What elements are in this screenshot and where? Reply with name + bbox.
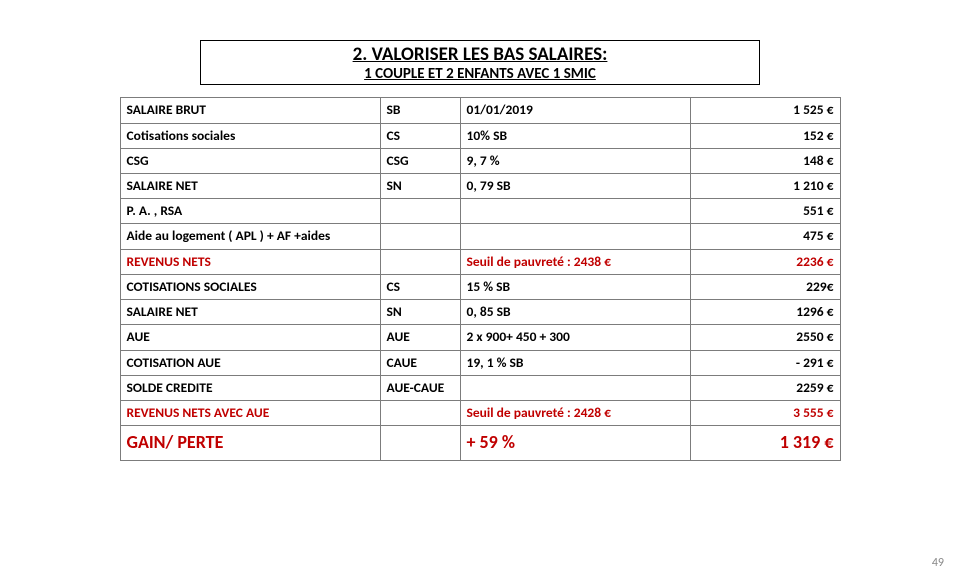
row-detail: 10% SB: [460, 123, 690, 148]
table-row: Aide au logement ( APL ) + AF +aides 475 …: [120, 224, 840, 249]
row-detail: 0, 79 SB: [460, 174, 690, 199]
header-box: 2. VALORISER LES BAS SALAIRES: 1 COUPLE …: [200, 40, 760, 85]
row-label: AUE: [120, 325, 380, 350]
page-subtitle: 1 COUPLE ET 2 ENFANTS AVEC 1 SMIC: [211, 66, 749, 83]
row-amount: 3 555 €: [690, 401, 840, 426]
row-amount: 2236 €: [690, 249, 840, 274]
row-label: GAIN/ PERTE: [120, 426, 380, 460]
row-detail: [460, 375, 690, 400]
row-amount: 148 €: [690, 148, 840, 173]
row-detail: 9, 7 %: [460, 148, 690, 173]
row-code: [380, 401, 460, 426]
row-label: P. A. , RSA: [120, 199, 380, 224]
row-detail: 15 % SB: [460, 274, 690, 299]
row-amount: 1 210 €: [690, 174, 840, 199]
row-amount: 551 €: [690, 199, 840, 224]
row-amount: 475 €: [690, 224, 840, 249]
row-detail: 01/01/2019: [460, 98, 690, 123]
row-detail: [460, 199, 690, 224]
table-row: AUEAUE2 x 900+ 450 + 3002550 €: [120, 325, 840, 350]
row-label: Cotisations sociales: [120, 123, 380, 148]
table-row: SALAIRE BRUTSB01/01/20191 525 €: [120, 98, 840, 123]
row-code: AUE-CAUE: [380, 375, 460, 400]
row-label: REVENUS NETS AVEC AUE: [120, 401, 380, 426]
row-amount: 1 525 €: [690, 98, 840, 123]
row-code: AUE: [380, 325, 460, 350]
table-row: SALAIRE NETSN0, 85 SB1296 €: [120, 300, 840, 325]
table-row: COTISATION AUECAUE19, 1 % SB- 291 €: [120, 350, 840, 375]
row-detail: 2 x 900+ 450 + 300: [460, 325, 690, 350]
row-code: CS: [380, 274, 460, 299]
table-row: Cotisations socialesCS10% SB152 €: [120, 123, 840, 148]
table-row: P. A. , RSA 551 €: [120, 199, 840, 224]
row-code: CAUE: [380, 350, 460, 375]
row-label: COTISATIONS SOCIALES: [120, 274, 380, 299]
row-code: [380, 224, 460, 249]
row-code: SN: [380, 300, 460, 325]
table-row: CSGCSG9, 7 %148 €: [120, 148, 840, 173]
row-detail: [460, 224, 690, 249]
row-label: Aide au logement ( APL ) + AF +aides: [120, 224, 380, 249]
row-amount: 2259 €: [690, 375, 840, 400]
table-row: GAIN/ PERTE + 59 %1 319 €: [120, 426, 840, 460]
row-amount: 152 €: [690, 123, 840, 148]
row-detail: Seuil de pauvreté : 2428 €: [460, 401, 690, 426]
row-label: SALAIRE NET: [120, 300, 380, 325]
row-detail: 0, 85 SB: [460, 300, 690, 325]
row-amount: 1 319 €: [690, 426, 840, 460]
row-amount: 2550 €: [690, 325, 840, 350]
row-code: [380, 199, 460, 224]
row-label: SOLDE CREDITE: [120, 375, 380, 400]
table-row: COTISATIONS SOCIALESCS15 % SB229€: [120, 274, 840, 299]
row-amount: 229€: [690, 274, 840, 299]
row-label: CSG: [120, 148, 380, 173]
table-row: SOLDE CREDITEAUE-CAUE 2259 €: [120, 375, 840, 400]
row-code: [380, 249, 460, 274]
row-detail: 19, 1 % SB: [460, 350, 690, 375]
row-label: REVENUS NETS: [120, 249, 380, 274]
row-amount: - 291 €: [690, 350, 840, 375]
table-row: REVENUS NETS AVEC AUE Seuil de pauvreté :…: [120, 401, 840, 426]
row-label: SALAIRE NET: [120, 174, 380, 199]
row-label: COTISATION AUE: [120, 350, 380, 375]
page-title: 2. VALORISER LES BAS SALAIRES:: [211, 45, 749, 66]
salary-table: SALAIRE BRUTSB01/01/20191 525 €Cotisatio…: [120, 97, 841, 460]
row-code: SB: [380, 98, 460, 123]
row-code: [380, 426, 460, 460]
row-detail: + 59 %: [460, 426, 690, 460]
row-code: SN: [380, 174, 460, 199]
row-label: SALAIRE BRUT: [120, 98, 380, 123]
table-row: SALAIRE NETSN0, 79 SB1 210 €: [120, 174, 840, 199]
table-row: REVENUS NETS Seuil de pauvreté : 2438 €22…: [120, 249, 840, 274]
row-code: CSG: [380, 148, 460, 173]
row-code: CS: [380, 123, 460, 148]
row-amount: 1296 €: [690, 300, 840, 325]
slide-number: 49: [932, 556, 944, 570]
row-detail: Seuil de pauvreté : 2438 €: [460, 249, 690, 274]
